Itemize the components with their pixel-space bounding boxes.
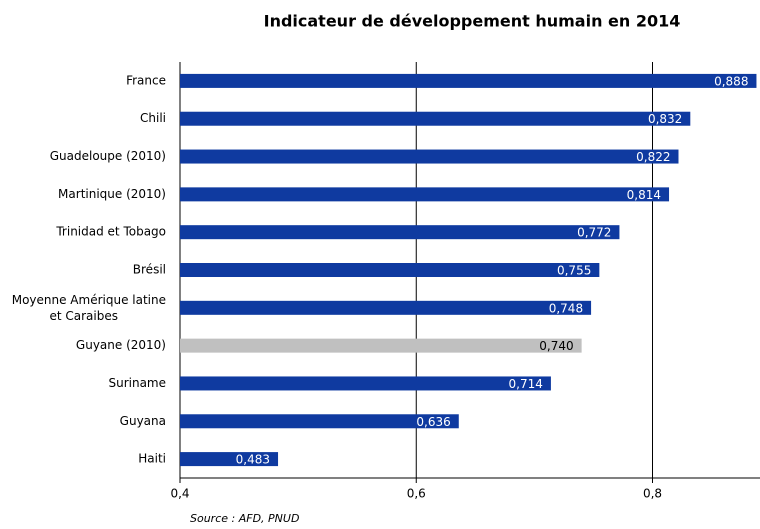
bar — [180, 225, 620, 240]
bar — [180, 338, 582, 353]
chart-title: Indicateur de développement humain en 20… — [264, 12, 681, 31]
x-tick-label: 0,8 — [643, 487, 662, 501]
source-note: Source : AFD, PNUD — [190, 512, 299, 525]
x-tick-label: 0,6 — [407, 487, 426, 501]
bar — [180, 263, 600, 277]
y-tick-label: Moyenne Amérique latine et Caraibes — [12, 292, 166, 322]
y-tick-label: Suriname — [108, 376, 166, 390]
y-tick-label: Trinidad et Tobago — [55, 225, 166, 239]
bar — [180, 376, 551, 391]
value-label: 0,814 — [627, 188, 661, 202]
bar — [180, 187, 670, 202]
y-tick-label: Chili — [140, 111, 166, 125]
bar — [180, 111, 691, 126]
value-label: 0,822 — [636, 150, 670, 164]
y-tick-label: France — [126, 73, 166, 87]
y-tick-label: Haiti — [138, 452, 166, 466]
y-tick-label: Guadeloupe (2010) — [50, 149, 166, 163]
y-tick-label: Brésil — [133, 263, 166, 277]
value-label: 0,483 — [236, 453, 270, 467]
bar — [180, 414, 459, 429]
value-label: 0,714 — [509, 377, 543, 391]
value-label: 0,888 — [714, 74, 748, 88]
bar — [180, 149, 679, 164]
y-tick-label: Guyana — [120, 414, 166, 428]
value-label: 0,772 — [577, 226, 611, 240]
bar — [180, 300, 592, 315]
y-tick-label: Martinique (2010) — [58, 187, 166, 201]
value-label: 0,636 — [416, 415, 450, 429]
value-label: 0,755 — [557, 264, 591, 278]
value-label: 0,740 — [539, 339, 573, 353]
value-label: 0,832 — [648, 112, 682, 126]
y-tick-label: Guyane (2010) — [76, 338, 166, 352]
bar — [180, 452, 279, 467]
bar — [180, 73, 757, 88]
value-label: 0,748 — [549, 301, 583, 315]
x-tick-label: 0,4 — [170, 487, 189, 501]
